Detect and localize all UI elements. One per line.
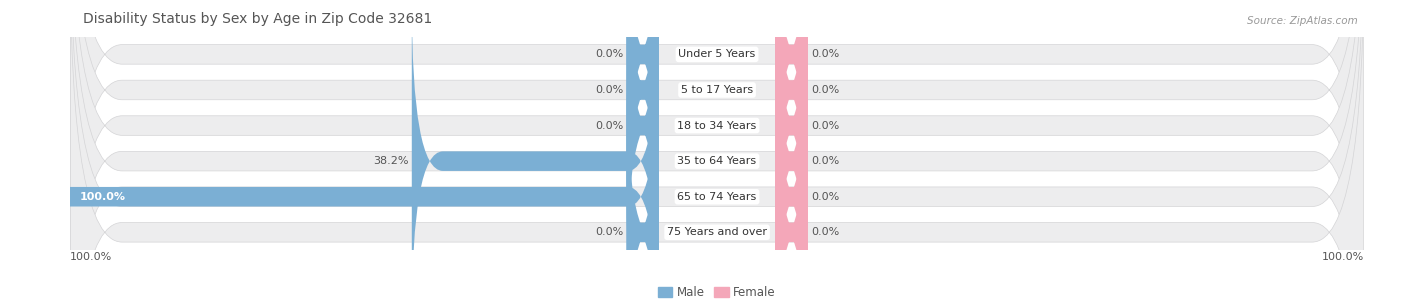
Text: 100.0%: 100.0% (80, 192, 127, 202)
Text: 38.2%: 38.2% (373, 156, 409, 166)
Text: 0.0%: 0.0% (595, 85, 623, 95)
FancyBboxPatch shape (412, 0, 659, 305)
FancyBboxPatch shape (70, 0, 1364, 305)
FancyBboxPatch shape (13, 36, 659, 305)
Text: 0.0%: 0.0% (595, 120, 623, 131)
Text: 0.0%: 0.0% (811, 227, 839, 237)
Text: 100.0%: 100.0% (1322, 252, 1364, 262)
Legend: Male, Female: Male, Female (654, 282, 780, 304)
FancyBboxPatch shape (627, 71, 659, 305)
FancyBboxPatch shape (70, 0, 1364, 305)
Text: 0.0%: 0.0% (811, 192, 839, 202)
Text: 0.0%: 0.0% (811, 49, 839, 59)
Text: Disability Status by Sex by Age in Zip Code 32681: Disability Status by Sex by Age in Zip C… (83, 12, 433, 26)
FancyBboxPatch shape (70, 0, 1364, 305)
FancyBboxPatch shape (775, 0, 807, 251)
Text: 0.0%: 0.0% (811, 156, 839, 166)
Text: 5 to 17 Years: 5 to 17 Years (681, 85, 754, 95)
FancyBboxPatch shape (775, 71, 807, 305)
Text: Under 5 Years: Under 5 Years (679, 49, 755, 59)
FancyBboxPatch shape (627, 0, 659, 287)
Text: Source: ZipAtlas.com: Source: ZipAtlas.com (1247, 16, 1357, 26)
FancyBboxPatch shape (627, 0, 659, 251)
Text: 0.0%: 0.0% (595, 227, 623, 237)
Text: 0.0%: 0.0% (595, 49, 623, 59)
FancyBboxPatch shape (775, 0, 807, 287)
FancyBboxPatch shape (70, 0, 1364, 305)
Text: 0.0%: 0.0% (811, 85, 839, 95)
Text: 75 Years and over: 75 Years and over (666, 227, 768, 237)
FancyBboxPatch shape (775, 0, 807, 215)
Text: 18 to 34 Years: 18 to 34 Years (678, 120, 756, 131)
Text: 35 to 64 Years: 35 to 64 Years (678, 156, 756, 166)
Text: 65 to 74 Years: 65 to 74 Years (678, 192, 756, 202)
FancyBboxPatch shape (775, 0, 807, 305)
Text: 100.0%: 100.0% (70, 252, 112, 262)
FancyBboxPatch shape (627, 0, 659, 215)
FancyBboxPatch shape (70, 0, 1364, 305)
FancyBboxPatch shape (70, 0, 1364, 305)
Text: 0.0%: 0.0% (811, 120, 839, 131)
FancyBboxPatch shape (775, 36, 807, 305)
